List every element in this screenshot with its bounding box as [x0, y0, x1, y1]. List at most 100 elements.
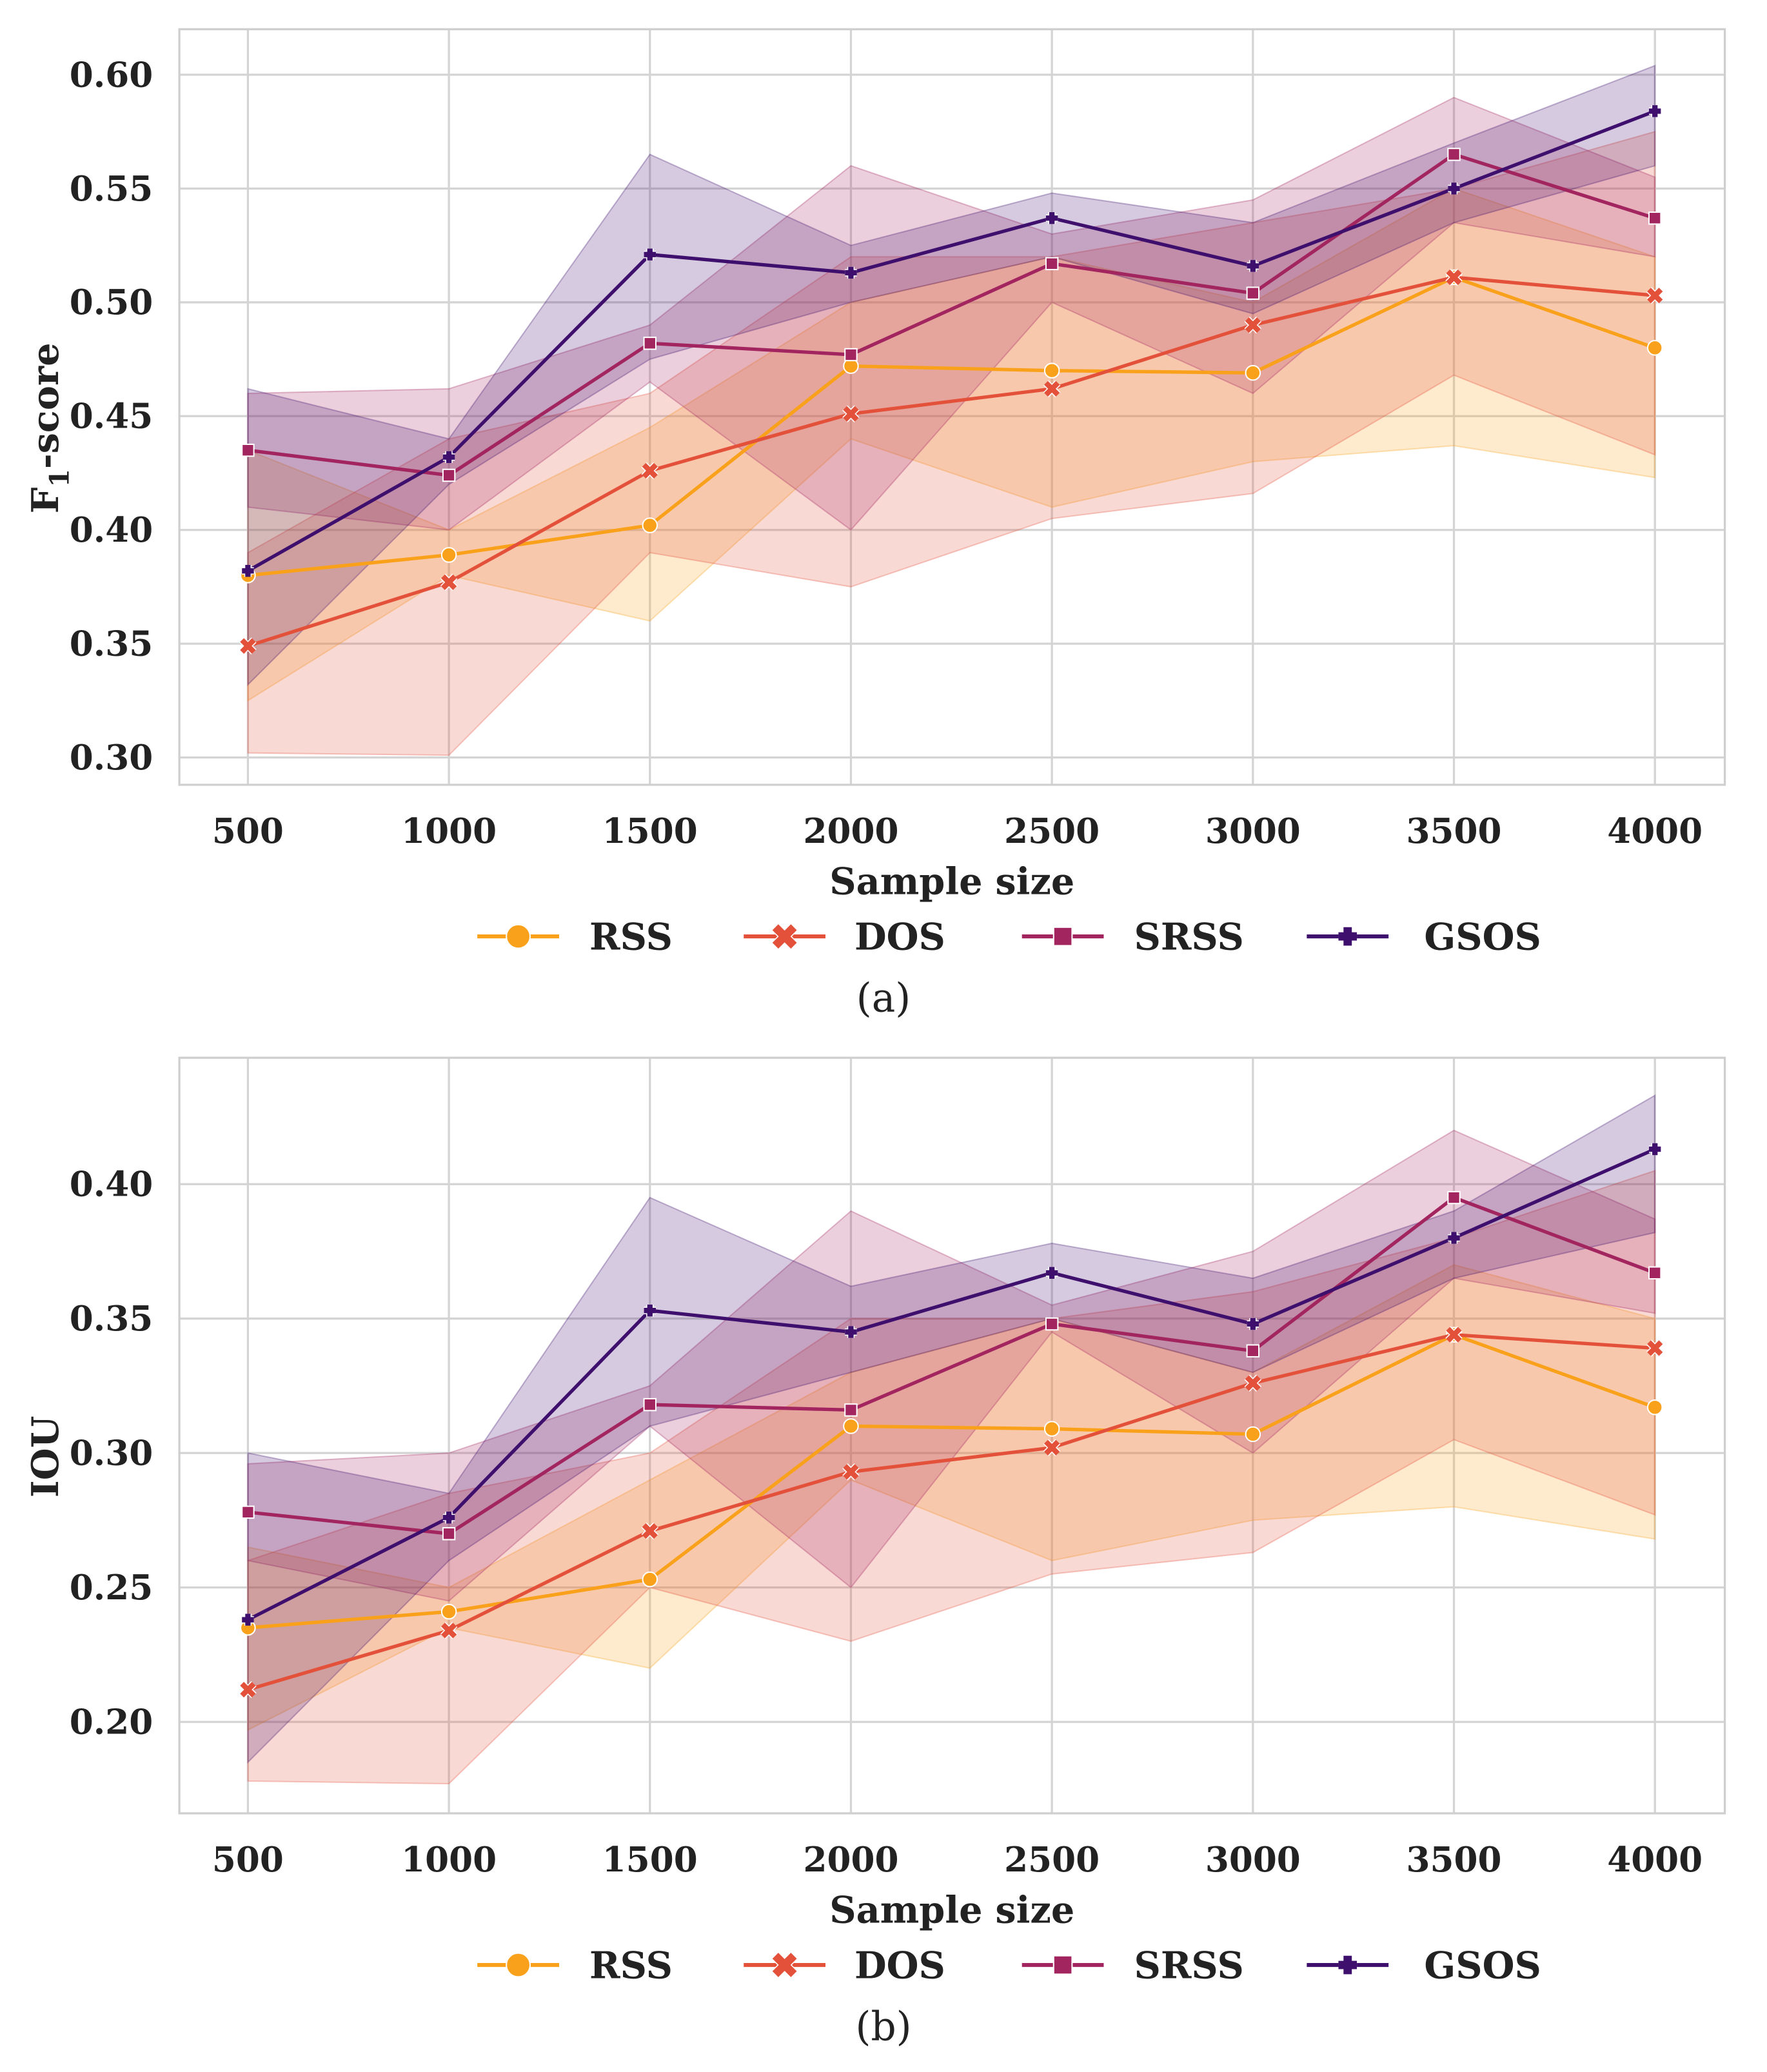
x-axis-label: Sample size — [829, 1888, 1074, 1932]
y-tick-label: 0.30 — [70, 1433, 153, 1474]
y-axis-label-main: IOU — [23, 1416, 67, 1497]
data-point-dos — [440, 1623, 457, 1639]
data-point-srss — [1447, 1190, 1461, 1205]
x-tick-label: 4000 — [1607, 811, 1703, 851]
legend-label: SRSS — [1134, 1943, 1244, 1987]
ci-band-gsos — [247, 1094, 1656, 1764]
data-point-gsos — [1247, 260, 1259, 272]
plot-frame — [178, 1056, 1726, 1815]
x-tick-label: 500 — [212, 811, 284, 851]
legend-label: GSOS — [1424, 1943, 1541, 1987]
data-point-srss — [643, 337, 657, 350]
data-point-srss — [1648, 1266, 1662, 1280]
series-line-rss — [248, 1332, 1656, 1630]
series-line-rss — [248, 275, 1656, 577]
data-point-srss — [1045, 257, 1059, 271]
legend-marker-gsos-icon — [1338, 927, 1357, 946]
y-tick-label: 0.30 — [70, 737, 153, 778]
y-tick-label: 0.35 — [70, 624, 153, 664]
legend-item-rss: RSS — [477, 915, 673, 959]
data-point-gsos — [1448, 183, 1460, 195]
data-point-gsos — [1648, 1143, 1661, 1156]
x-tick-label: 500 — [212, 1839, 284, 1880]
data-point-gsos — [1045, 1267, 1058, 1279]
x-tick-label: 3500 — [1407, 1839, 1502, 1880]
data-point-srss — [1246, 1344, 1260, 1357]
data-point-gsos — [242, 565, 254, 577]
data-point-dos — [1245, 1375, 1261, 1391]
series-line-srss — [248, 152, 1655, 477]
data-point-dos — [1446, 269, 1462, 286]
legend-marker-gsos-icon — [1338, 1955, 1357, 1975]
y-tick-label: 0.40 — [70, 1164, 153, 1205]
data-point-srss — [643, 1397, 657, 1412]
x-tick-label: 3000 — [1205, 1839, 1301, 1880]
legend-item-gsos: GSOS — [1307, 1943, 1541, 1987]
x-tick-label: 2000 — [803, 811, 898, 851]
y-tick-label: 0.50 — [70, 282, 153, 322]
ci-band-srss — [247, 97, 1656, 531]
data-point-rss — [1646, 1399, 1663, 1416]
legend-item-srss: SRSS — [1022, 1943, 1244, 1987]
data-point-srss — [241, 443, 255, 457]
data-point-dos — [1245, 317, 1261, 333]
ci-band-rss — [247, 188, 1656, 702]
data-point-rss — [1043, 362, 1060, 379]
y-axis-label: IOU — [23, 1416, 67, 1497]
data-point-gsos — [442, 1512, 455, 1524]
y-tick-label: 0.55 — [70, 168, 153, 209]
ci-band-dos — [247, 1169, 1656, 1785]
data-point-gsos — [1247, 1317, 1259, 1330]
data-point-rss — [642, 517, 658, 533]
legend: RSS DOS SRSS GSOS — [477, 1943, 1541, 1987]
legend-item-rss: RSS — [477, 1943, 673, 1987]
chart-a: 500 1000 1500 2000 2500 3000 3500 4000 0.30 0.35 0… — [23, 28, 1726, 1021]
legend-item-dos: DOS — [744, 1943, 945, 1987]
legend-label: DOS — [854, 1943, 945, 1987]
data-point-rss — [440, 547, 457, 563]
legend-marker-srss-icon — [1052, 1955, 1073, 1975]
legend-label: RSS — [589, 1943, 673, 1987]
data-point-dos — [843, 406, 859, 422]
chart-b: 500 1000 1500 2000 2500 3000 3500 4000 0.20 0.25 0… — [23, 1056, 1726, 2050]
data-point-rss — [1646, 340, 1663, 356]
y-axis-label-sub: 1 — [44, 469, 75, 487]
data-point-srss — [844, 348, 858, 362]
data-point-dos — [1044, 380, 1060, 397]
data-point-srss — [1447, 148, 1461, 161]
data-point-srss — [844, 1403, 858, 1417]
legend: RSS DOS SRSS GSOS — [477, 915, 1541, 959]
data-point-dos — [1647, 288, 1663, 304]
data-point-gsos — [845, 266, 857, 279]
x-tick-label: 2500 — [1004, 811, 1100, 851]
data-point-gsos — [845, 1326, 857, 1338]
legend-marker-dos-icon — [772, 924, 797, 949]
legend-marker-srss-icon — [1052, 926, 1073, 947]
panel-caption: (a) — [856, 976, 911, 1021]
data-point-gsos — [1648, 105, 1661, 117]
y-axis-label-rest: -score — [23, 342, 67, 469]
y-axis-label: F1-score — [23, 342, 75, 513]
x-tick-label: 1000 — [401, 1839, 497, 1880]
y-tick-label: 0.35 — [70, 1298, 153, 1339]
legend-label: RSS — [589, 915, 673, 959]
data-point-gsos — [442, 451, 455, 463]
ci-band-gsos — [247, 64, 1656, 687]
y-axis-label-main: F — [23, 488, 67, 514]
x-tick-label: 2500 — [1004, 1839, 1100, 1880]
data-point-dos — [642, 1523, 658, 1539]
y-tick-label: 0.40 — [70, 509, 153, 550]
data-point-srss — [1045, 1317, 1059, 1331]
legend-marker-rss-icon — [506, 923, 531, 949]
data-point-dos — [440, 574, 457, 591]
data-point-dos — [240, 1681, 256, 1698]
x-tick-label: 1000 — [401, 811, 497, 851]
series-line-gsos — [247, 109, 1656, 573]
legend-label: DOS — [854, 915, 945, 959]
legend-label: GSOS — [1424, 915, 1541, 959]
legend-label: SRSS — [1134, 915, 1244, 959]
x-tick-label: 3000 — [1205, 811, 1301, 851]
data-point-rss — [843, 1418, 859, 1434]
data-point-rss — [1245, 1426, 1261, 1443]
